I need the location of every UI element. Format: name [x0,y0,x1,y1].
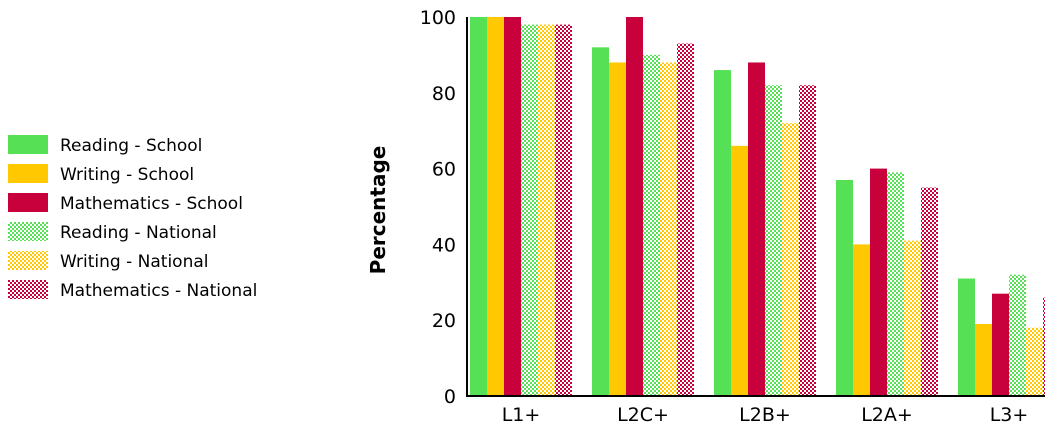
x-tick-label: L2A+ [861,404,913,426]
y-axis-label: Percentage [366,146,390,275]
bar [1043,297,1045,396]
bar [555,24,572,397]
legend-swatch [8,193,48,212]
y-tick-label: 80 [432,83,456,105]
bar [487,17,504,396]
legend-label: Writing - National [60,252,209,272]
x-axis-ticks: L1+ L2C+ L2B+ L2A+ L3+ [502,404,1029,426]
bar [626,17,643,396]
bar [853,244,870,396]
bar [470,17,487,396]
y-tick-label: 60 [432,159,456,181]
bar [782,123,799,397]
bar [958,278,975,396]
bar [799,85,816,396]
bar [975,323,992,396]
bar [731,145,748,396]
bar [748,62,765,396]
x-tick-label: L1+ [502,404,541,426]
legend-label: Reading - School [60,136,202,156]
bar [836,179,853,396]
bar [660,62,677,396]
legend-swatch [8,135,48,154]
x-tick-label: L2C+ [617,404,669,426]
legend: Reading - School Writing - School Mathemat… [8,135,257,301]
bar [714,70,731,396]
bar [870,168,887,396]
legend-swatch [8,251,48,270]
bar [992,293,1009,396]
legend-swatch [8,280,48,299]
axes [466,17,1045,397]
bar [677,43,694,396]
bars [470,17,1045,397]
legend-label: Mathematics - School [60,194,243,214]
bar [521,24,538,397]
legend-swatch [8,164,48,183]
bar [921,187,938,396]
bar [609,62,626,396]
bar [1026,327,1043,396]
bar [643,54,660,397]
bar [504,17,521,396]
y-axis-ticks: 0 20 40 60 80 100 [420,7,456,408]
bar [765,85,782,396]
x-tick-label: L3+ [990,404,1029,426]
bar [538,24,555,397]
y-tick-label: 100 [420,7,456,29]
bar [592,47,609,396]
y-tick-label: 20 [432,310,456,332]
y-tick-label: 0 [444,386,456,408]
bar [887,172,904,396]
legend-label: Mathematics - National [60,281,257,301]
legend-label: Reading - National [60,223,217,243]
x-tick-label: L2B+ [739,404,791,426]
legend-label: Writing - School [60,165,194,185]
bar [1009,274,1026,396]
legend-swatch [8,222,48,241]
bar [904,240,921,396]
y-tick-label: 40 [432,234,456,256]
